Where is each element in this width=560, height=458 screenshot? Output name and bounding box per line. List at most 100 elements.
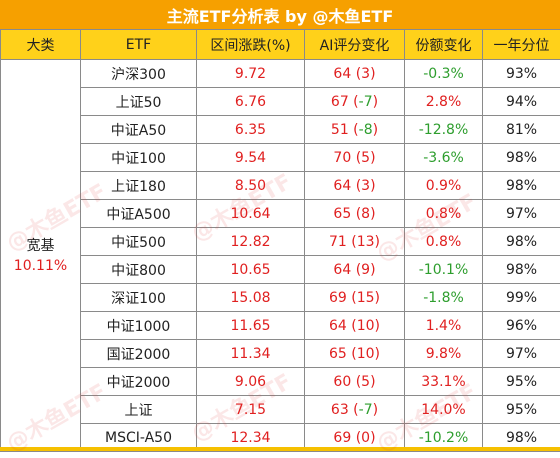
ai-score-delta: 5 bbox=[361, 150, 370, 166]
change-value: 10.65 bbox=[197, 256, 305, 284]
ai-score-cell: 70 (5) bbox=[305, 144, 405, 172]
bottom-strip bbox=[0, 447, 560, 451]
share-change: 2.8% bbox=[405, 88, 483, 116]
ai-score-cell: 67 (-7) bbox=[305, 88, 405, 116]
header-row: 大类 ETF 区间涨跌(%) AI评分变化 份额变化 一年分位 bbox=[1, 30, 560, 60]
share-change: -3.6% bbox=[405, 144, 483, 172]
ai-score-delta: -7 bbox=[359, 402, 373, 418]
etf-name: 深证100 bbox=[81, 284, 197, 312]
share-change: 0.8% bbox=[405, 228, 483, 256]
share-change: -1.8% bbox=[405, 284, 483, 312]
ai-score: 51 bbox=[331, 122, 349, 138]
ai-score: 65 bbox=[333, 206, 351, 222]
ai-score-delta: 15 bbox=[357, 290, 375, 306]
ai-score-delta: 8 bbox=[361, 206, 370, 222]
change-value: 11.34 bbox=[197, 340, 305, 368]
ai-score: 70 bbox=[333, 150, 351, 166]
change-value: 9.54 bbox=[197, 144, 305, 172]
change-value: 11.65 bbox=[197, 312, 305, 340]
share-change: -12.8% bbox=[405, 116, 483, 144]
ai-score: 65 bbox=[329, 346, 347, 362]
header-category: 大类 bbox=[1, 30, 81, 60]
etf-name: 中证800 bbox=[81, 256, 197, 284]
ai-score-cell: 65 (10) bbox=[305, 340, 405, 368]
ai-score-delta: 10 bbox=[357, 318, 375, 334]
change-value: 12.82 bbox=[197, 228, 305, 256]
ai-score-cell: 64 (3) bbox=[305, 60, 405, 88]
year-percentile: 98% bbox=[483, 144, 560, 172]
ai-score-delta: 13 bbox=[357, 234, 375, 250]
etf-name: 中证100 bbox=[81, 144, 197, 172]
share-change: -10.1% bbox=[405, 256, 483, 284]
etf-name: 中证A500 bbox=[81, 200, 197, 228]
header-percentile: 一年分位 bbox=[483, 30, 560, 60]
year-percentile: 93% bbox=[483, 60, 560, 88]
year-percentile: 97% bbox=[483, 200, 560, 228]
year-percentile: 95% bbox=[483, 396, 560, 424]
change-value: 9.72 bbox=[197, 60, 305, 88]
ai-score: 60 bbox=[333, 374, 351, 390]
etf-name: 中证1000 bbox=[81, 312, 197, 340]
etf-name: 上证180 bbox=[81, 172, 197, 200]
etf-name: 中证500 bbox=[81, 228, 197, 256]
ai-score-cell: 60 (5) bbox=[305, 368, 405, 396]
change-value: 6.35 bbox=[197, 116, 305, 144]
ai-score-delta: 9 bbox=[361, 262, 370, 278]
ai-score-cell: 64 (3) bbox=[305, 172, 405, 200]
ai-score: 69 bbox=[333, 430, 351, 446]
share-change: 9.8% bbox=[405, 340, 483, 368]
change-value: 8.50 bbox=[197, 172, 305, 200]
year-percentile: 96% bbox=[483, 312, 560, 340]
ai-score: 63 bbox=[331, 402, 349, 418]
ai-score-delta: 5 bbox=[361, 374, 370, 390]
ai-score-delta: 3 bbox=[361, 178, 370, 194]
header-etf: ETF bbox=[81, 30, 197, 60]
share-change: -0.3% bbox=[405, 60, 483, 88]
ai-score-cell: 63 (-7) bbox=[305, 396, 405, 424]
ai-score: 64 bbox=[333, 178, 351, 194]
share-change: 0.9% bbox=[405, 172, 483, 200]
ai-score-cell: 69 (15) bbox=[305, 284, 405, 312]
share-change: 33.1% bbox=[405, 368, 483, 396]
change-value: 6.76 bbox=[197, 88, 305, 116]
ai-score-cell: 64 (9) bbox=[305, 256, 405, 284]
ai-score-delta: 3 bbox=[361, 66, 370, 82]
year-percentile: 97% bbox=[483, 340, 560, 368]
etf-name: 上证 bbox=[81, 396, 197, 424]
ai-score-delta: 0 bbox=[361, 430, 370, 446]
category-label: 宽基 bbox=[1, 236, 80, 256]
year-percentile: 98% bbox=[483, 228, 560, 256]
ai-score-cell: 65 (8) bbox=[305, 200, 405, 228]
header-ai-score: AI评分变化 bbox=[305, 30, 405, 60]
ai-score-cell: 51 (-8) bbox=[305, 116, 405, 144]
header-change: 区间涨跌(%) bbox=[197, 30, 305, 60]
ai-score-delta: -8 bbox=[359, 122, 373, 138]
change-value: 10.64 bbox=[197, 200, 305, 228]
share-change: 1.4% bbox=[405, 312, 483, 340]
ai-score: 64 bbox=[333, 66, 351, 82]
change-value: 7.15 bbox=[197, 396, 305, 424]
share-change: 0.8% bbox=[405, 200, 483, 228]
year-percentile: 98% bbox=[483, 172, 560, 200]
ai-score: 64 bbox=[333, 262, 351, 278]
year-percentile: 81% bbox=[483, 116, 560, 144]
year-percentile: 99% bbox=[483, 284, 560, 312]
share-change: 14.0% bbox=[405, 396, 483, 424]
ai-score: 67 bbox=[331, 94, 349, 110]
ai-score: 69 bbox=[329, 290, 347, 306]
table-title: 主流ETF分析表 by @木鱼ETF bbox=[0, 0, 560, 29]
